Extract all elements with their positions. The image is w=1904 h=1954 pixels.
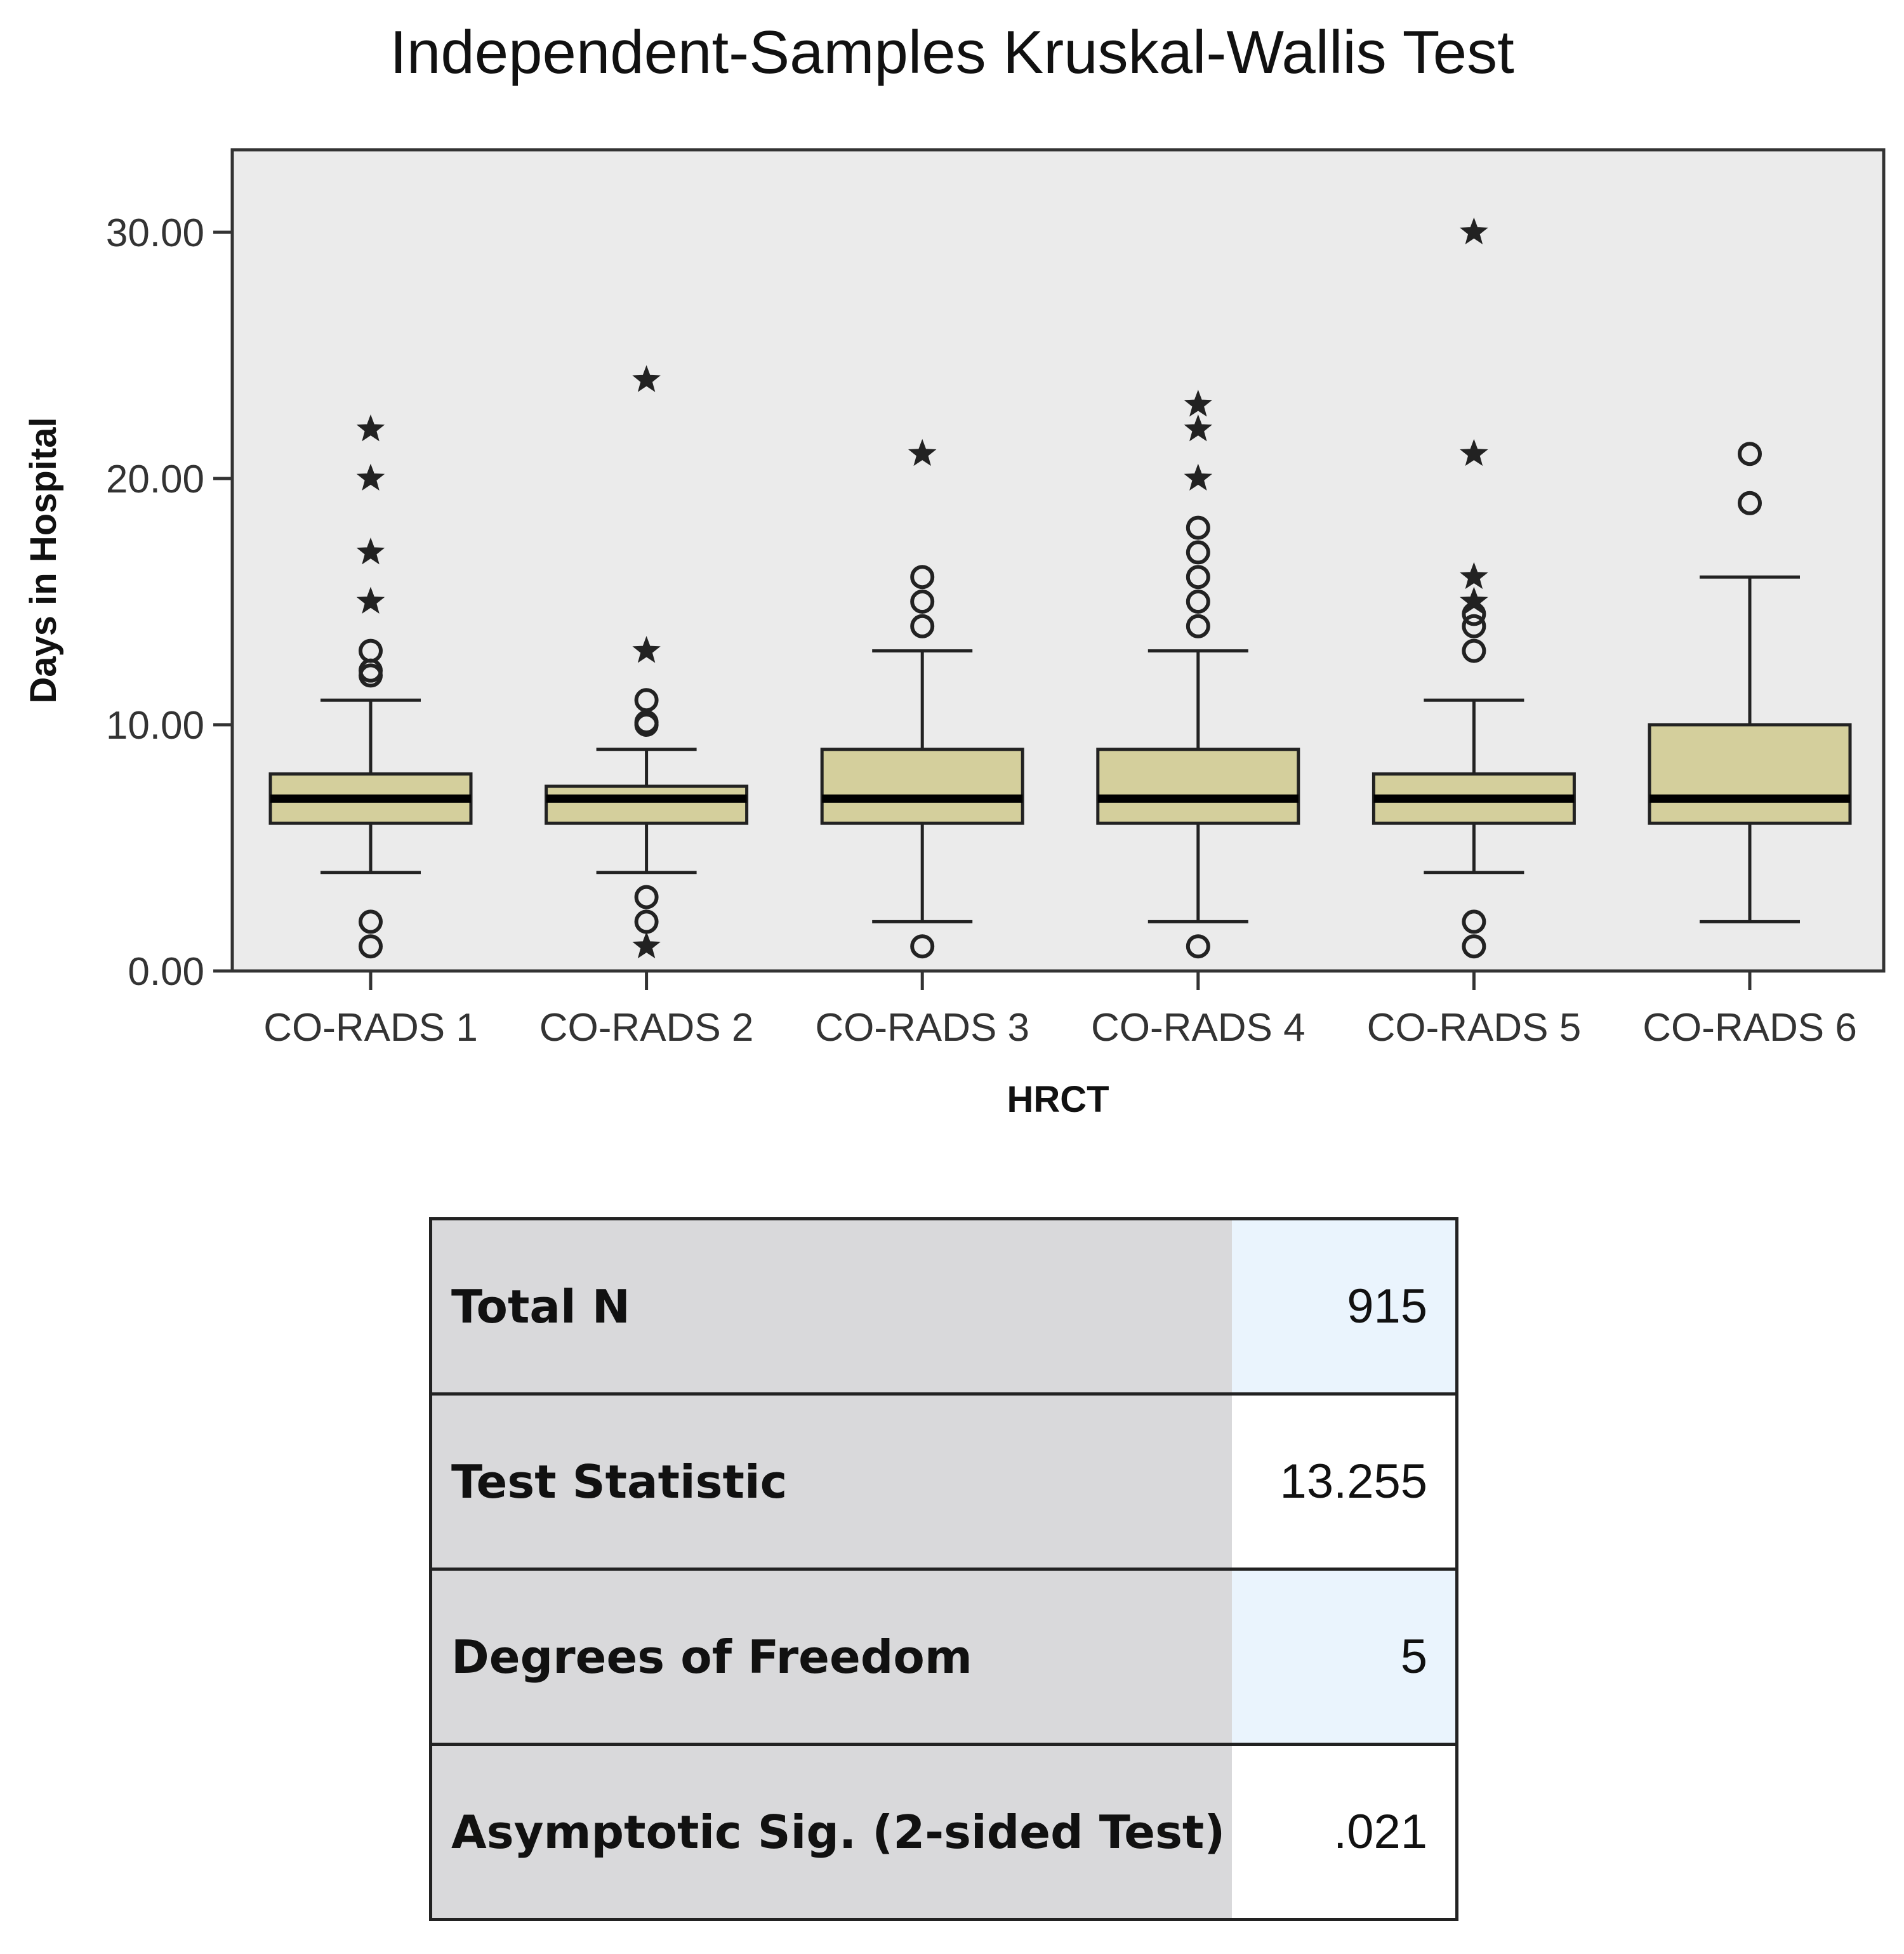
x-tick-label: CO-RADS 2 [539,1006,754,1050]
outlier-point [910,934,935,959]
outlier-point [359,934,383,959]
y-tick-label: 10.00 [106,704,204,748]
outlier-point [634,688,659,713]
row-label: Test Statistic [430,1394,1232,1571]
extreme-point [908,439,937,466]
iqr-box [1648,723,1852,825]
y-axis-label: Days in Hospital [23,417,64,703]
table-row: Asymptotic Sig. (2-sided Test) .021 [430,1744,1457,1920]
box-series [268,217,1852,959]
iqr-box [545,784,749,825]
outlier-point [1186,934,1210,959]
plot-area [230,148,1886,973]
test-summary-table: Total N 915 Test Statistic 13.255 Degrees of… [429,1217,1458,1921]
x-axis: CO-RADS 1 CO-RADS 2 CO-RADS 3 CO-RADS 4 CO-R… [263,971,1857,1050]
row-value: 5 [1232,1569,1457,1746]
outlier-point [1186,614,1210,638]
x-tick-label: CO-RADS 6 [1643,1006,1857,1050]
extreme-point [356,586,385,614]
extreme-point [632,931,661,959]
row-label: Asymptotic Sig. (2-sided Test) [430,1744,1232,1920]
extreme-point [356,463,385,491]
row-value: .021 [1232,1744,1457,1920]
extreme-point [356,537,385,565]
outlier-point [634,885,659,909]
box-4 [1096,390,1300,959]
outlier-point [1186,590,1210,614]
extreme-point [632,365,661,392]
outlier-point [1462,614,1486,638]
extreme-point [1184,414,1213,442]
outlier-point [1186,565,1210,590]
box-5 [1372,217,1576,959]
table-row: Test Statistic 13.255 [430,1394,1457,1571]
outlier-point [910,590,935,614]
row-value: 915 [1232,1218,1457,1396]
extreme-point [632,636,661,663]
x-tick-label: CO-RADS 1 [263,1006,478,1050]
row-label: Total N [430,1218,1232,1396]
box-2 [545,365,749,959]
extreme-point [1460,586,1488,614]
row-label: Degrees of Freedom [430,1569,1232,1746]
extreme-point [1184,463,1213,491]
box-6 [1648,442,1852,923]
table-row: Degrees of Freedom 5 [430,1569,1457,1746]
extreme-point [356,414,385,442]
y-axis: 0.00 10.00 20.00 30.00 [106,211,232,994]
outlier-point [1462,638,1486,663]
extreme-point [1460,217,1488,244]
outlier-point [910,614,935,638]
outlier-point [1738,491,1762,515]
outlier-point [359,909,383,934]
extreme-point [1460,562,1488,590]
x-axis-label: HRCT [1007,1079,1109,1120]
chart-title: Independent-Samples Kruskal-Wallis Test [390,18,1514,86]
box-3 [820,439,1024,959]
iqr-box [820,748,1024,825]
outlier-point [1462,909,1486,934]
extreme-point [1460,439,1488,466]
box-1 [268,414,473,959]
x-tick-label: CO-RADS 4 [1091,1006,1306,1050]
outlier-point [1186,540,1210,565]
outlier-point [1186,515,1210,540]
y-tick-label: 30.00 [106,211,204,255]
x-tick-label: CO-RADS 3 [815,1006,1029,1050]
outlier-point [910,565,935,590]
iqr-box [1096,748,1300,825]
outlier-point [1738,442,1762,466]
row-value: 13.255 [1232,1394,1457,1571]
x-tick-label: CO-RADS 5 [1367,1006,1582,1050]
y-tick-label: 0.00 [128,950,204,994]
outlier-point [1462,934,1486,959]
outlier-point [359,638,383,663]
extreme-point [1184,390,1213,417]
y-tick-label: 20.00 [106,458,204,501]
table-row: Total N 915 [430,1218,1457,1396]
